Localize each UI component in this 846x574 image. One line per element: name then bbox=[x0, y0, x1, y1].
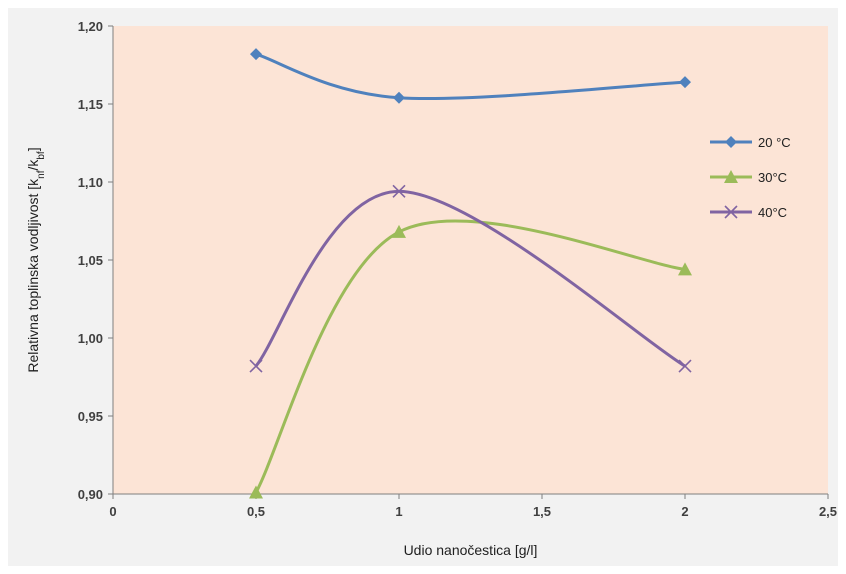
data-point bbox=[678, 262, 692, 276]
legend-label: 40°C bbox=[758, 205, 787, 220]
legend-item: 30°C bbox=[710, 170, 787, 185]
tick-labels: 0,90 0,95 1,00 1,05 1,10 1,15 1,20 0 0,5 1 1,5 2 2,5 bbox=[78, 19, 837, 519]
plot-area bbox=[113, 26, 828, 494]
legend-marker bbox=[724, 205, 738, 219]
x-tick-label: 0,5 bbox=[247, 504, 265, 519]
legend: 20 °C 30°C 40°C bbox=[710, 135, 791, 220]
legend-marker bbox=[725, 136, 737, 148]
data-point bbox=[678, 359, 692, 373]
legend-item: 20 °C bbox=[710, 135, 791, 150]
legend-item: 40°C bbox=[710, 205, 787, 220]
y-tick-label: 1,15 bbox=[78, 97, 103, 112]
y-tick-label: 0,90 bbox=[78, 487, 103, 502]
data-point bbox=[392, 224, 406, 238]
x-tick-label: 2 bbox=[681, 504, 688, 519]
y-tick-label: 1,05 bbox=[78, 253, 103, 268]
data-point bbox=[392, 184, 406, 198]
y-tick-label: 1,00 bbox=[78, 331, 103, 346]
x-tick-label: 1,5 bbox=[533, 504, 551, 519]
series-3 bbox=[249, 184, 692, 373]
series-1 bbox=[250, 48, 691, 104]
series-2 bbox=[249, 219, 692, 499]
y-axis-title-suffix: ] bbox=[25, 147, 41, 151]
x-tick-label: 1 bbox=[395, 504, 402, 519]
x-tick-label: 2,5 bbox=[819, 504, 837, 519]
legend-label: 20 °C bbox=[758, 135, 791, 150]
chart-container: 0,90 0,95 1,00 1,05 1,10 1,15 1,20 0 0,5 1 1,5 2 2,5… bbox=[8, 8, 838, 566]
y-axis-title-sub1: nf bbox=[36, 170, 47, 179]
series-layer bbox=[249, 48, 692, 499]
axes bbox=[108, 25, 829, 499]
legend-marker bbox=[724, 170, 738, 183]
y-tick-label: 1,20 bbox=[78, 19, 103, 34]
data-point bbox=[249, 485, 263, 499]
line-chart: 0,90 0,95 1,00 1,05 1,10 1,15 1,20 0 0,5 1 1,5 2 2,5… bbox=[25, 19, 837, 558]
y-axis-title-prefix: Relativna toplinska vodljivost [k bbox=[25, 178, 41, 373]
y-tick-label: 1,10 bbox=[78, 175, 103, 190]
series-line bbox=[255, 52, 686, 101]
data-point bbox=[249, 359, 263, 373]
data-point bbox=[679, 76, 691, 89]
legend-label: 30°C bbox=[758, 170, 787, 185]
y-tick-label: 0,95 bbox=[78, 409, 103, 424]
x-axis-title: Udio nanočestica [g/l] bbox=[404, 542, 538, 558]
data-point bbox=[393, 91, 405, 104]
x-tick-label: 0 bbox=[109, 504, 116, 519]
data-point bbox=[250, 48, 262, 61]
y-axis-title: Relativna toplinska vodljivost [knf/kbf] bbox=[25, 147, 47, 372]
y-axis-title-sub2: bf bbox=[36, 151, 47, 160]
y-axis-title-mid: /k bbox=[25, 159, 41, 171]
